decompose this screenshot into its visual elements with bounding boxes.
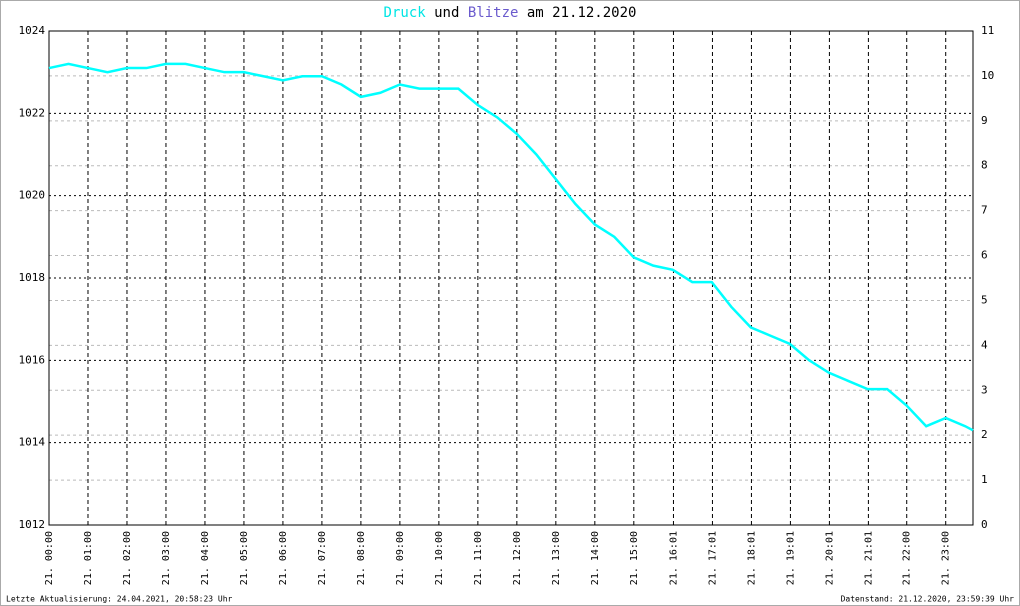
- x-tick-label: 21. 17:01: [707, 531, 718, 585]
- line-series: [48, 62, 974, 432]
- y-tick-label: 1022: [19, 106, 46, 119]
- x-tick-label: 21. 20:01: [824, 531, 835, 585]
- x-tick-label: 21. 19:01: [785, 531, 796, 585]
- x-tick-label: 21. 10:00: [434, 531, 445, 585]
- y2-tick-label: 3: [981, 383, 988, 396]
- title-part: am 21.12.2020: [527, 5, 637, 21]
- y-tick-label: 1018: [19, 271, 46, 284]
- x-tick-label: 21. 21:01: [863, 531, 874, 585]
- x-tick-label: 21. 16:01: [668, 531, 679, 585]
- x-tick-label: 21. 22:00: [902, 531, 913, 585]
- x-tick-label: 21. 05:00: [239, 531, 250, 585]
- y-tick-label: 1016: [19, 353, 46, 366]
- y-tick-label: 1024: [19, 24, 46, 37]
- y-tick-label: 1014: [19, 436, 46, 449]
- plot-border: [48, 30, 974, 526]
- y2-tick-label: 6: [981, 249, 988, 262]
- x-tick-label: 21. 07:00: [317, 531, 328, 585]
- x-tick-label: 21. 13:00: [551, 531, 562, 585]
- title-part: Blitze: [468, 5, 519, 21]
- y2-tick-label: 4: [981, 338, 988, 351]
- x-tick-label: 21. 09:00: [395, 531, 406, 585]
- x-tick-label: 21. 18:01: [746, 531, 757, 585]
- chart-title: Druck und Blitze am 21.12.2020: [384, 5, 637, 21]
- x-tick-label: 21. 03:00: [161, 531, 172, 585]
- y2-tick-label: 10: [981, 69, 994, 82]
- y2-tick-label: 11: [981, 24, 994, 37]
- y2-tick-label: 0: [981, 518, 988, 531]
- x-tick-label: 21. 06:00: [278, 531, 289, 585]
- y2-tick-label: 2: [981, 428, 988, 441]
- y-tick-label: 1020: [19, 189, 46, 202]
- y-tick-label: 1012: [19, 518, 46, 531]
- x-tick-label: 21. 15:00: [629, 531, 640, 585]
- x-tick-label: 21. 11:00: [473, 531, 484, 585]
- title-part: Druck: [384, 5, 427, 21]
- y2-tick-label: 7: [981, 204, 988, 217]
- x-tick-label: 21. 14:00: [590, 531, 601, 585]
- x-tick-label: 21. 00:00: [44, 531, 55, 585]
- y2-tick-label: 5: [981, 293, 988, 306]
- footer-right: Datenstand: 21.12.2020, 23:59:39 Uhr: [841, 595, 1015, 604]
- x-tick-label: 21. 01:00: [83, 531, 94, 585]
- title-part: und: [434, 5, 459, 21]
- footer-left: Letzte Aktualisierung: 24.04.2021, 20:58…: [6, 595, 233, 604]
- y2-tick-label: 1: [981, 473, 988, 486]
- x-tick-label: 21. 23:00: [941, 531, 952, 585]
- x-tick-label: 21. 04:00: [200, 531, 211, 585]
- x-tick-label: 21. 02:00: [122, 531, 133, 585]
- y2-tick-label: 8: [981, 159, 988, 172]
- y2-tick-label: 9: [981, 114, 988, 127]
- x-tick-label: 21. 08:00: [356, 531, 367, 585]
- x-tick-label: 21. 12:00: [512, 531, 523, 585]
